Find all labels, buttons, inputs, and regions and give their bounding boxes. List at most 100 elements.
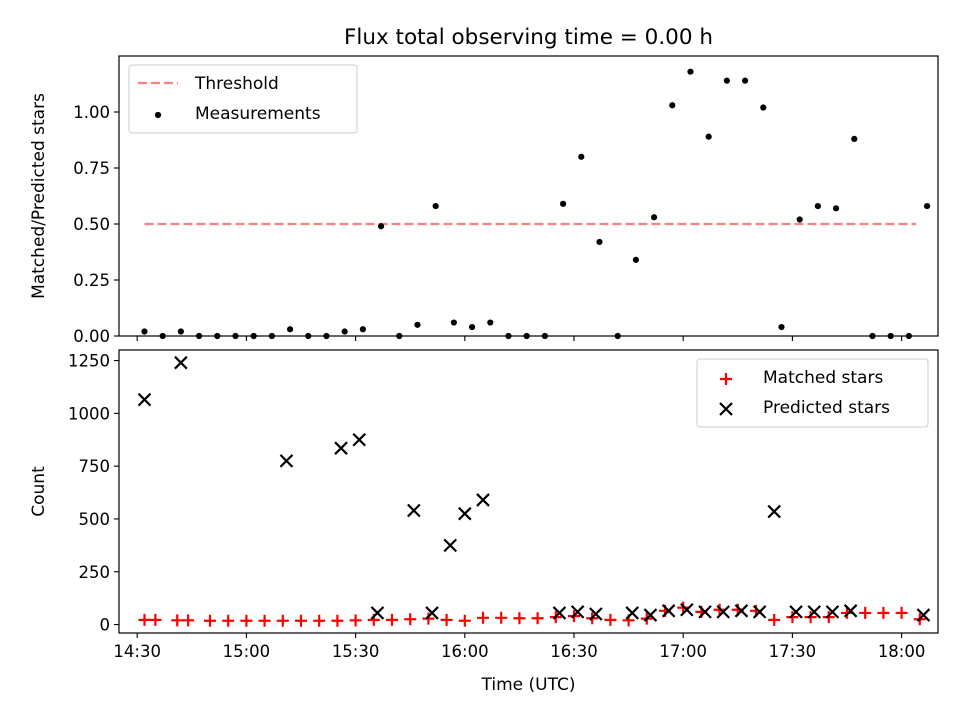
predicted-star-marker — [370, 606, 385, 620]
predicted-star-marker — [279, 454, 294, 468]
legend: Matched stars Predicted stars — [696, 358, 929, 428]
matched-star-marker — [149, 613, 162, 626]
y-tick-label: 1.00 — [73, 103, 110, 122]
measurement-point — [396, 332, 403, 340]
measurement-point — [487, 319, 494, 326]
measurement-point — [705, 133, 712, 140]
matched-star-marker — [822, 611, 835, 624]
predicted-star-marker — [789, 605, 803, 619]
measurement-point — [177, 328, 184, 335]
legend: Threshold Measurements — [128, 64, 358, 134]
measurement-point — [323, 332, 330, 340]
measurement-point — [887, 332, 894, 340]
matched-star-marker — [222, 614, 235, 627]
measurement-point — [359, 326, 366, 333]
predicted-star-marker — [407, 503, 421, 518]
measurement-point — [341, 328, 348, 335]
matched-star-marker — [295, 614, 307, 627]
predicted-star-marker — [916, 608, 931, 622]
predicted-star-marker — [137, 392, 152, 407]
legend-key-predicted — [719, 402, 733, 416]
matched-star-marker — [182, 614, 195, 627]
matched-star-marker — [138, 613, 151, 626]
measurement-point — [814, 202, 821, 210]
x-tick-label: 14:30 — [113, 642, 161, 661]
matched-star-marker — [240, 614, 253, 627]
measurement-point — [632, 256, 639, 263]
measurement-point — [687, 68, 694, 75]
matched-star-marker — [171, 614, 184, 627]
measurement-point — [778, 323, 785, 331]
matched-star-marker — [859, 606, 872, 619]
predicted-star-marker — [734, 604, 749, 618]
measurement-point — [559, 200, 567, 207]
matched-star-marker — [458, 614, 471, 627]
y-axis-label: Count — [29, 466, 49, 517]
measurement-point — [505, 332, 512, 340]
predicted-star-marker — [643, 608, 658, 622]
measurement-point — [614, 332, 621, 340]
matched-star-marker — [531, 612, 544, 625]
predicted-star-marker — [589, 607, 603, 621]
matched-star-marker — [495, 611, 508, 624]
measurement-point — [159, 332, 166, 340]
matched-star-marker — [258, 614, 271, 627]
predicted-star-marker — [625, 606, 640, 620]
legend-label: Matched stars — [763, 368, 883, 388]
predicted-star-marker — [425, 606, 439, 620]
matched-star-marker — [313, 614, 326, 627]
measurement-point — [195, 332, 203, 340]
matched-star-marker — [331, 614, 344, 627]
y-tick-label: 0.50 — [73, 215, 110, 234]
predicted-star-marker — [570, 605, 585, 619]
matched-star-marker — [768, 613, 781, 626]
y-tick-label: 1250 — [68, 352, 110, 371]
x-tick-label: 15:30 — [332, 642, 380, 661]
measurement-point — [650, 214, 658, 221]
measurement-point — [869, 332, 876, 340]
measurement-point — [578, 153, 585, 160]
y-tick-label: 0.25 — [73, 271, 110, 290]
predicted-star-marker — [552, 606, 567, 620]
measurement-point — [851, 135, 858, 142]
predicted-star-marker — [174, 355, 188, 370]
measurement-point — [141, 328, 148, 335]
measurement-point — [377, 223, 385, 230]
predicted-star-marker — [352, 432, 367, 447]
matched-star-marker — [804, 611, 817, 624]
predicted-star-marker — [825, 605, 840, 619]
measurement-point — [741, 77, 749, 84]
predicted-star-marker — [661, 604, 676, 618]
matched-star-marker — [276, 614, 289, 627]
x-tick-label: 15:00 — [223, 642, 271, 661]
y-tick-label: 750 — [79, 457, 111, 476]
predicted-star-marker — [698, 605, 712, 619]
measurement-point — [905, 332, 912, 340]
predicted-star-marker — [680, 602, 694, 617]
measurement-point — [414, 321, 421, 328]
chart-title: Flux total observing time = 0.00 h — [344, 25, 713, 50]
measurement-point — [596, 238, 603, 246]
predicted-star-marker — [458, 506, 472, 521]
predicted-star-marker — [716, 605, 731, 619]
predicted-star-marker — [843, 604, 858, 618]
measurement-point — [450, 319, 457, 326]
y-axis-label: Matched/Predicted stars — [29, 93, 49, 299]
matched-star-marker — [786, 611, 799, 624]
measurement-point — [432, 202, 439, 210]
measurement-point — [832, 205, 840, 212]
legend-key-matched — [720, 373, 732, 385]
predicted-star-marker — [334, 441, 348, 455]
legend-label: Threshold — [194, 74, 279, 94]
legend-key-measurements — [154, 111, 162, 119]
x-tick-label: 17:30 — [769, 642, 817, 661]
y-tick-label: 1000 — [68, 404, 110, 423]
measurement-point — [232, 332, 239, 340]
predicted-star-marker — [767, 504, 781, 519]
measurement-point — [268, 332, 275, 340]
measurement-point — [523, 332, 530, 340]
y-tick-label: 0.00 — [73, 327, 110, 346]
predicted-star-marker — [443, 538, 458, 553]
matched-star-marker — [513, 612, 526, 625]
